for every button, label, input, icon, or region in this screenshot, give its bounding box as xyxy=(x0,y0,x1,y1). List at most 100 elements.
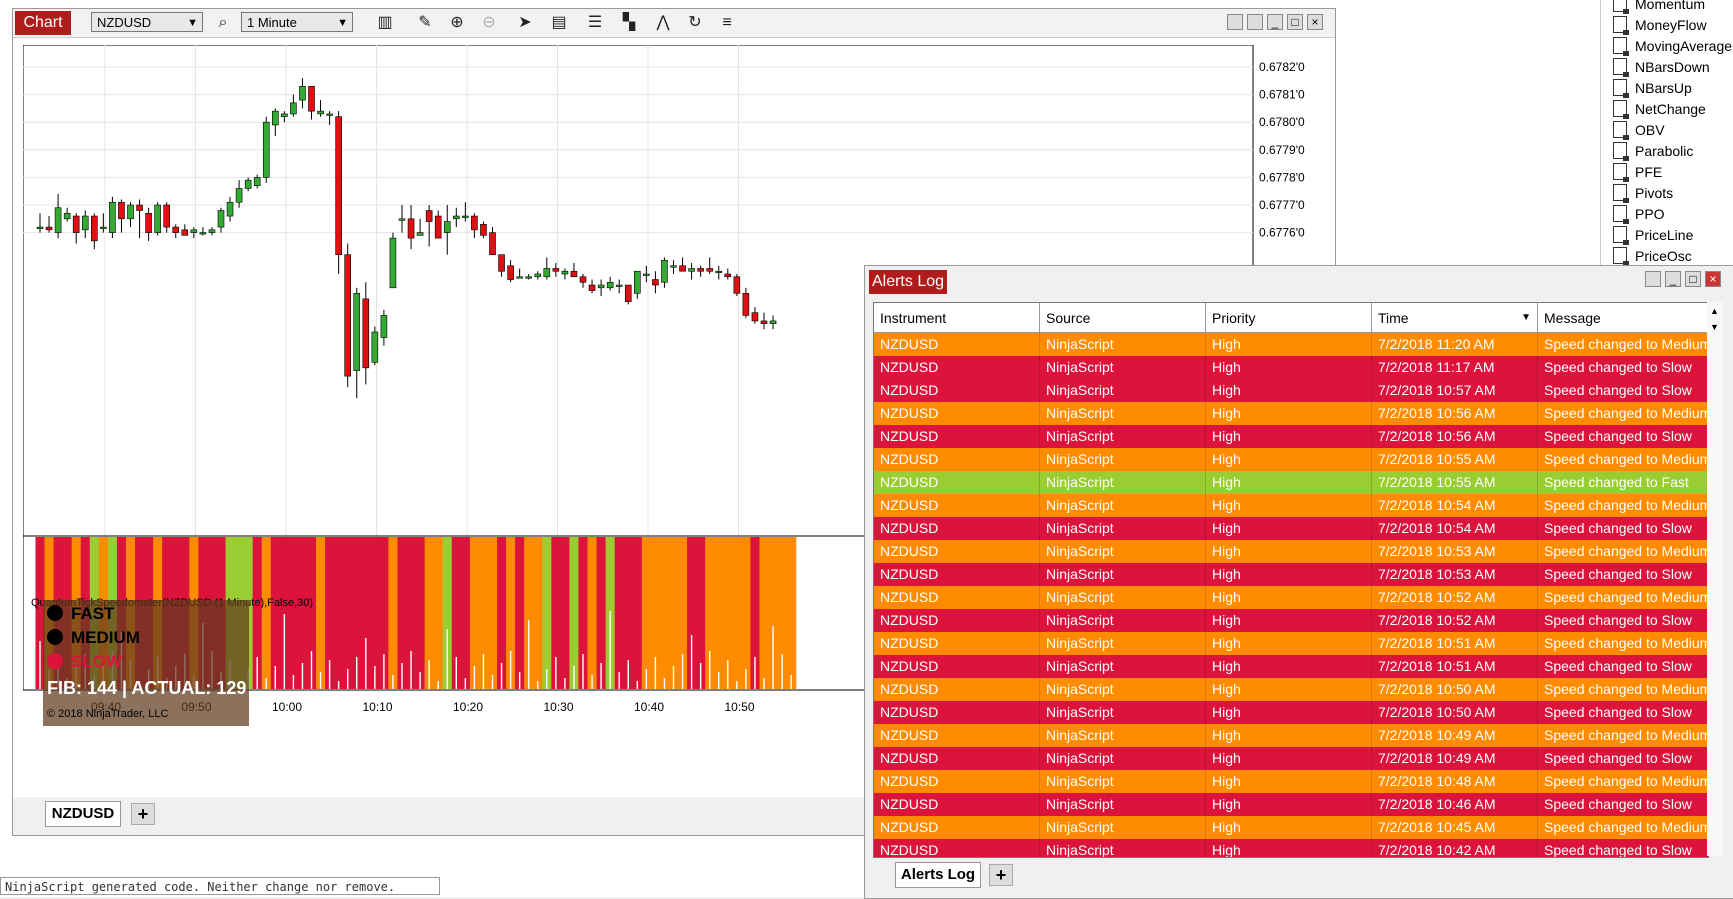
alert-row[interactable]: NZDUSD NinjaScript High 7/2/2018 10:51 AM Sp… xyxy=(874,632,1708,655)
bearish-candle xyxy=(588,284,596,291)
alerts-scrollbar[interactable]: ▲ ▼ xyxy=(1707,302,1723,856)
alert-cell-message: Speed changed to Medium xyxy=(1538,448,1708,471)
indicator-list-item[interactable]: PFE xyxy=(1613,162,1662,182)
speed-band xyxy=(560,537,571,689)
speed-band xyxy=(524,537,534,689)
minimize-icon[interactable]: _ xyxy=(1267,14,1283,30)
alert-row[interactable]: NZDUSD NinjaScript High 7/2/2018 10:53 AM Sp… xyxy=(874,540,1708,563)
alert-row[interactable]: NZDUSD NinjaScript High 7/2/2018 10:49 AM Sp… xyxy=(874,724,1708,747)
scroll-up-icon[interactable]: ▲ xyxy=(1710,306,1719,316)
alert-row[interactable]: NZDUSD NinjaScript High 7/2/2018 10:48 AM Sp… xyxy=(874,770,1708,793)
maximize-icon[interactable]: □ xyxy=(1287,14,1303,30)
indicator-list-item[interactable]: Momentum xyxy=(1613,0,1705,14)
chevron-down-icon: ▼ xyxy=(187,17,198,29)
column-header-instrument[interactable]: Instrument xyxy=(874,303,1040,333)
indicator-list-item[interactable]: Parabolic xyxy=(1613,141,1693,161)
alerts-log-window[interactable]: Alerts Log _ □ × Instrument Source Prior… xyxy=(864,265,1733,899)
alert-cell-time: 7/2/2018 10:49 AM xyxy=(1372,747,1538,770)
close-icon[interactable]: × xyxy=(1705,271,1721,287)
alert-cell-time: 7/2/2018 10:53 AM xyxy=(1372,540,1538,563)
indicator-list-item[interactable]: NBarsUp xyxy=(1613,78,1692,98)
alert-row[interactable]: NZDUSD NinjaScript High 7/2/2018 10:53 AM Sp… xyxy=(874,563,1708,586)
indicator-list-item[interactable]: Pivots xyxy=(1613,183,1673,203)
maximize-icon[interactable]: □ xyxy=(1685,271,1701,287)
alerts-grid[interactable]: Instrument Source Priority Time ▼ Message… xyxy=(873,302,1709,858)
window-layout-icon[interactable] xyxy=(1645,271,1661,287)
bearish-candle xyxy=(498,254,505,272)
zoom-in-icon[interactable]: ⊕ xyxy=(450,14,464,31)
alert-row[interactable]: NZDUSD NinjaScript High 7/2/2018 10:55 AM Sp… xyxy=(874,448,1708,471)
speed-band xyxy=(316,537,326,689)
alert-row[interactable]: NZDUSD NinjaScript High 7/2/2018 10:50 AM Sp… xyxy=(874,678,1708,701)
alert-row[interactable]: NZDUSD NinjaScript High 7/2/2018 10:57 AM Sp… xyxy=(874,379,1708,402)
column-header-time[interactable]: Time ▼ xyxy=(1372,303,1538,333)
alert-row[interactable]: NZDUSD NinjaScript High 7/2/2018 10:49 AM Sp… xyxy=(874,747,1708,770)
zoom-out-icon[interactable]: ⊖ xyxy=(482,14,496,31)
alert-row[interactable]: NZDUSD NinjaScript High 7/2/2018 10:46 AM Sp… xyxy=(874,793,1708,816)
chart-window-title[interactable]: Chart xyxy=(15,11,71,35)
indicator-list-item[interactable]: PPO xyxy=(1613,204,1665,224)
alert-row[interactable]: NZDUSD NinjaScript High 7/2/2018 10:54 AM Sp… xyxy=(874,494,1708,517)
column-header-priority[interactable]: Priority xyxy=(1206,303,1372,333)
speed-band xyxy=(741,537,752,689)
minimize-icon[interactable]: _ xyxy=(1665,271,1681,287)
indicator-list-item[interactable]: MovingAverage xyxy=(1613,36,1732,56)
data-box-icon[interactable]: ▤ xyxy=(551,14,567,31)
pointer-icon[interactable]: ➤ xyxy=(518,14,532,31)
indicator-list-item[interactable]: PriceOsc xyxy=(1613,246,1692,266)
alert-row[interactable]: NZDUSD NinjaScript High 7/2/2018 10:51 AM Sp… xyxy=(874,655,1708,678)
properties-icon[interactable]: ▚ xyxy=(622,14,636,31)
scroll-down-icon[interactable]: ▼ xyxy=(1710,322,1719,332)
close-icon[interactable]: × xyxy=(1307,14,1323,30)
add-tab-button[interactable]: + xyxy=(989,864,1013,886)
alerts-window-title[interactable]: Alerts Log xyxy=(869,270,947,294)
alert-row[interactable]: NZDUSD NinjaScript High 7/2/2018 10:52 AM Sp… xyxy=(874,609,1708,632)
alert-row[interactable]: NZDUSD NinjaScript High 7/2/2018 10:50 AM Sp… xyxy=(874,701,1708,724)
file-lock-icon xyxy=(1613,163,1629,182)
speed-band xyxy=(696,537,706,689)
search-icon[interactable]: ⌕ xyxy=(218,14,228,31)
list-icon[interactable]: ≡ xyxy=(722,14,732,31)
strategy-icon[interactable]: ⋀ xyxy=(656,14,670,31)
bearish-candle xyxy=(181,229,189,236)
speed-band xyxy=(442,537,453,689)
alert-row[interactable]: NZDUSD NinjaScript High 7/2/2018 10:56 AM Sp… xyxy=(874,425,1708,448)
tab-alerts-log[interactable]: Alerts Log xyxy=(895,862,981,888)
speed-band xyxy=(487,537,498,689)
indicator-list-item[interactable]: MoneyFlow xyxy=(1613,15,1707,35)
bearish-candle xyxy=(362,298,370,369)
window-layout-icon[interactable] xyxy=(1227,14,1243,30)
speed-band xyxy=(623,537,634,689)
bullish-candle xyxy=(208,229,216,233)
indicator-list-item[interactable]: NBarsDown xyxy=(1613,57,1710,77)
alert-row[interactable]: NZDUSD NinjaScript High 7/2/2018 10:42 AM Sp… xyxy=(874,839,1708,857)
alert-row[interactable]: NZDUSD NinjaScript High 7/2/2018 10:52 AM Sp… xyxy=(874,586,1708,609)
bearish-candle xyxy=(136,204,143,211)
column-header-message[interactable]: Message xyxy=(1538,303,1708,333)
alert-row[interactable]: NZDUSD NinjaScript High 7/2/2018 10:56 AM Sp… xyxy=(874,402,1708,425)
alert-row[interactable]: NZDUSD NinjaScript High 7/2/2018 11:20 AM Sp… xyxy=(874,333,1708,356)
alert-cell-source: NinjaScript xyxy=(1040,701,1206,724)
column-header-source[interactable]: Source xyxy=(1040,303,1206,333)
window-layout-icon[interactable] xyxy=(1247,14,1263,30)
bar-style-icon[interactable]: ▥ xyxy=(377,14,393,31)
alert-cell-priority: High xyxy=(1206,425,1372,448)
order-icon[interactable]: ☰ xyxy=(587,14,603,31)
alert-row[interactable]: NZDUSD NinjaScript High 7/2/2018 10:45 AM Sp… xyxy=(874,816,1708,839)
speed-band xyxy=(659,537,670,689)
alert-cell-time: 7/2/2018 10:48 AM xyxy=(1372,770,1538,793)
indicator-list-item[interactable]: OBV xyxy=(1613,120,1665,140)
alert-cell-source: NinjaScript xyxy=(1040,632,1206,655)
alert-row[interactable]: NZDUSD NinjaScript High 7/2/2018 10:55 AM Sp… xyxy=(874,471,1708,494)
tab-nzdusd[interactable]: NZDUSD xyxy=(45,801,121,827)
bearish-candle xyxy=(118,201,125,220)
alert-row[interactable]: NZDUSD NinjaScript High 7/2/2018 11:17 AM Sp… xyxy=(874,356,1708,379)
indicator-list-item[interactable]: PriceLine xyxy=(1613,225,1693,245)
pencil-icon[interactable]: ✎ xyxy=(418,14,432,31)
add-tab-button[interactable]: + xyxy=(131,803,155,825)
indicator-list-item[interactable]: NetChange xyxy=(1613,99,1706,119)
instrument-selector[interactable]: NZDUSD ▼ xyxy=(91,12,203,32)
alert-row[interactable]: NZDUSD NinjaScript High 7/2/2018 10:54 AM Sp… xyxy=(874,517,1708,540)
interval-selector[interactable]: 1 Minute ▼ xyxy=(241,12,353,32)
refresh-icon[interactable]: ↻ xyxy=(688,14,702,31)
